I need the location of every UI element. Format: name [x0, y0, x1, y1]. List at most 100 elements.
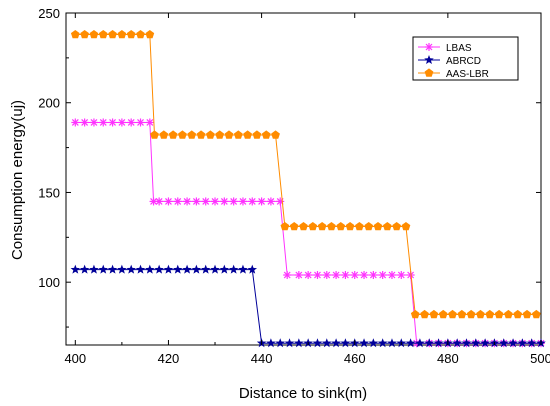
data-point	[108, 29, 117, 39]
data-point	[233, 130, 243, 139]
data-point	[150, 130, 159, 139]
data-point	[485, 309, 495, 319]
legend-marker	[424, 68, 434, 77]
data-point	[312, 338, 323, 348]
data-point	[294, 338, 304, 348]
data-point	[127, 118, 136, 127]
data-point	[289, 221, 299, 231]
data-point	[79, 264, 90, 274]
data-point	[229, 197, 238, 206]
data-point	[494, 309, 504, 319]
data-point	[80, 29, 89, 39]
data-point	[359, 338, 369, 348]
data-point	[247, 264, 258, 274]
axis-layer: 400 420 440 460 480 500 100 150 200 250	[38, 6, 550, 366]
data-point	[126, 264, 136, 274]
data-point	[410, 309, 420, 319]
data-point	[452, 338, 462, 348]
y-tick-label: 150	[38, 185, 60, 200]
data-point	[145, 29, 155, 39]
x-tick-label: 460	[344, 351, 366, 366]
data-point	[322, 338, 332, 348]
data-point	[108, 118, 117, 127]
data-point	[397, 271, 406, 280]
data-point	[71, 118, 80, 127]
data-point	[238, 197, 247, 206]
y-tick-label: 200	[38, 96, 60, 111]
data-point	[266, 338, 276, 348]
y-axis-title: Consumption energy(uj)	[9, 100, 26, 260]
data-point	[238, 264, 248, 274]
data-point	[126, 29, 136, 39]
data-point	[145, 264, 155, 274]
data-point	[261, 130, 271, 139]
data-point	[117, 264, 127, 274]
y-tick-label: 100	[38, 275, 60, 290]
data-point	[173, 264, 183, 274]
data-point	[200, 264, 211, 274]
data-point	[331, 338, 341, 348]
series-aas-lbr	[70, 29, 541, 319]
data-point	[70, 29, 80, 39]
data-point	[377, 338, 388, 348]
data-point	[526, 338, 537, 348]
data-point	[429, 309, 439, 319]
data-point	[99, 118, 108, 127]
data-point	[136, 118, 145, 127]
data-point	[373, 221, 383, 231]
data-point	[461, 338, 472, 348]
data-point	[360, 271, 369, 280]
x-tick-label: 420	[158, 351, 180, 366]
data-point	[424, 338, 434, 348]
data-point	[271, 130, 280, 139]
legend-label: LBAS	[446, 43, 472, 54]
data-point	[117, 29, 127, 39]
data-point	[159, 130, 169, 139]
data-point	[178, 130, 187, 139]
data-point	[345, 221, 355, 231]
data-point	[275, 338, 285, 348]
data-point	[341, 271, 350, 280]
data-point	[332, 271, 341, 280]
data-point	[182, 264, 192, 274]
data-point	[340, 338, 351, 348]
y-tick-label: 250	[38, 6, 60, 21]
data-point	[107, 264, 118, 274]
data-point	[215, 130, 225, 139]
data-point	[80, 118, 89, 127]
data-point	[476, 309, 485, 319]
data-point	[504, 309, 513, 319]
data-point	[387, 338, 397, 348]
data-point	[382, 221, 392, 231]
legend-marker	[424, 55, 434, 65]
data-point	[299, 221, 308, 231]
data-point	[369, 271, 378, 280]
data-point	[327, 221, 336, 231]
data-point	[187, 130, 197, 139]
data-point	[201, 197, 210, 206]
data-point	[228, 264, 239, 274]
data-point	[135, 264, 146, 274]
legend-marker	[425, 43, 433, 51]
data-point	[219, 264, 230, 274]
data-point	[89, 29, 99, 39]
data-point	[224, 130, 234, 139]
data-point	[313, 271, 322, 280]
data-point	[98, 29, 108, 39]
data-point	[220, 197, 229, 206]
legend-label: AAS-LBR	[446, 69, 489, 80]
data-point	[364, 221, 374, 231]
data-point	[508, 338, 518, 348]
data-point	[243, 130, 252, 139]
data-point	[89, 264, 99, 274]
data-point	[252, 130, 262, 139]
data-point	[392, 221, 402, 231]
data-point	[136, 29, 145, 39]
data-point	[420, 309, 429, 319]
x-tick-label: 480	[437, 351, 459, 366]
data-point	[266, 197, 275, 206]
data-point	[183, 197, 192, 206]
data-point	[164, 197, 173, 206]
data-point	[283, 271, 292, 280]
data-point	[280, 221, 290, 231]
